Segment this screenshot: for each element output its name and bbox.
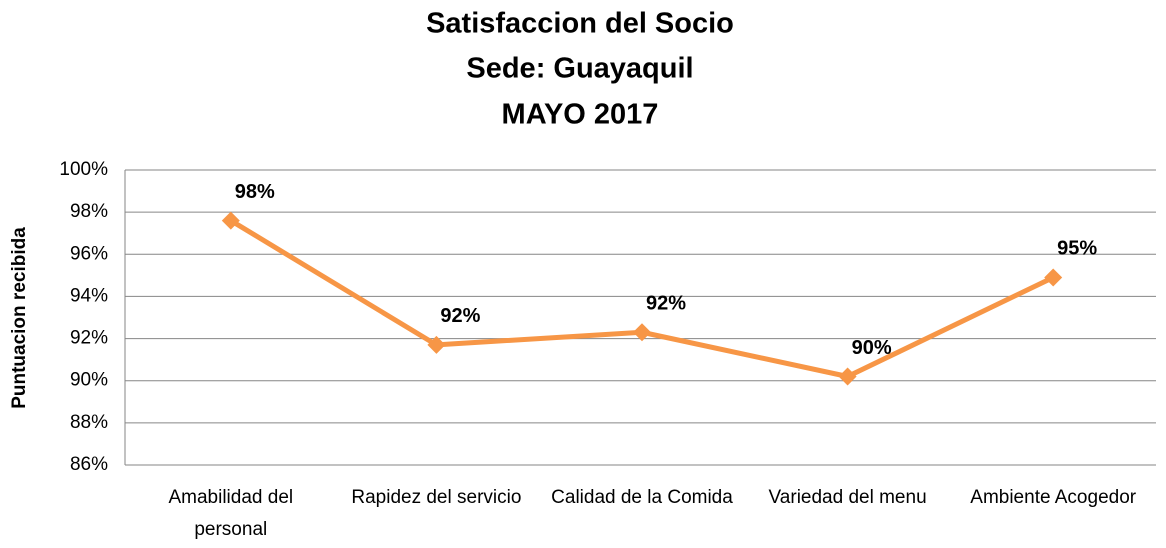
line: [229, 218, 1055, 379]
chart-title: Satisfaccion del Socio: [426, 8, 734, 40]
marker: [1044, 268, 1063, 287]
marker: [633, 323, 651, 342]
data-label: 98%: [235, 181, 275, 203]
y-axis-title: Puntuacion recibida: [9, 227, 30, 409]
y-tick-label: 90%: [70, 370, 108, 391]
y-tick-label: 88%: [70, 412, 108, 433]
marker: [838, 367, 857, 386]
x-tick-label: Rapidez del servicio: [351, 487, 522, 508]
y-tick-label: 86%: [70, 454, 108, 475]
data-label: 90%: [852, 337, 892, 359]
x-tick-label: Calidad de la Comida: [551, 487, 733, 508]
y-tick-label: 98%: [70, 201, 108, 222]
y-tick-label: 92%: [70, 328, 108, 349]
data-label: 95%: [1057, 238, 1097, 260]
x-tick-label: Amabilidad del personal: [168, 487, 294, 540]
marker: [221, 211, 240, 230]
chart-subtitle: Sede: Guayaquil: [466, 53, 693, 85]
x-tick-label: Ambiente Acogedor: [970, 487, 1137, 508]
chart-subtitle: MAYO 2017: [502, 99, 659, 131]
marker: [427, 335, 446, 354]
y-tick-label: 96%: [70, 243, 108, 264]
y-tick-label: 94%: [70, 285, 108, 306]
x-tick-label: Variedad del menu: [768, 487, 927, 508]
data-label: 92%: [646, 293, 686, 315]
data-label: 92%: [440, 305, 480, 327]
y-tick-label: 100%: [59, 159, 108, 180]
